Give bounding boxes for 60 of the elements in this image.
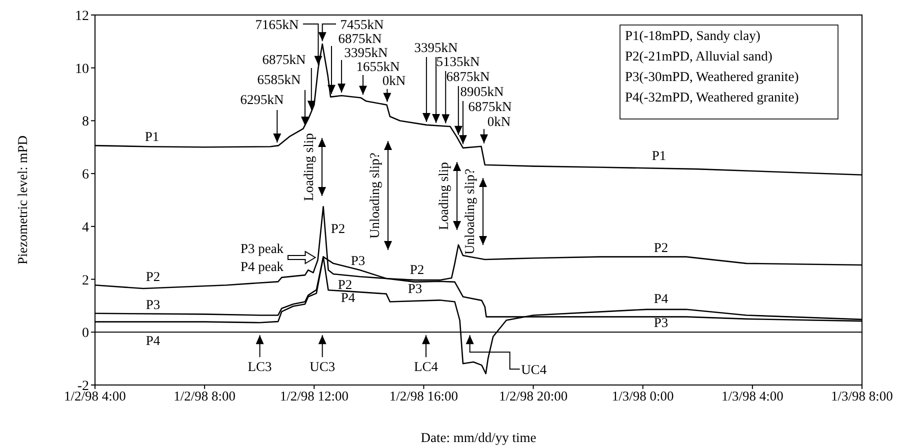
y-tick-label: 8	[82, 114, 89, 130]
x-tick-label: 1/2/98 4:00	[64, 388, 126, 404]
text: P4	[654, 291, 668, 306]
text: P2	[146, 269, 160, 284]
y-axis-title: Piezometric level: mPD	[14, 135, 30, 264]
x-tick-label: 1/3/98 4:00	[721, 388, 784, 404]
annotation: Unloading slip?	[462, 168, 477, 254]
x-tick-label: 1/3/98 8:00	[831, 388, 894, 404]
x-tick-label: 1/2/98 12:00	[280, 388, 349, 404]
annotation: LC4	[414, 359, 438, 374]
annotation: 3395kN	[344, 45, 388, 60]
annotation: UC3	[310, 359, 336, 374]
series-label: P3	[408, 281, 422, 296]
text: P1	[652, 148, 666, 164]
x-tick-label: 1/2/98 20:00	[498, 388, 568, 404]
text: P3	[146, 297, 160, 312]
series-label: P4	[340, 290, 356, 306]
x-tick-label: 1/3/98 0:00	[612, 388, 674, 404]
text: P2	[654, 240, 668, 256]
annotation: 6875kN	[446, 69, 490, 84]
y-tick-label: 0	[82, 326, 89, 342]
x-axis-title: Date: mm/dd/yy time	[420, 430, 536, 445]
annotation: Unloading slip?	[367, 152, 382, 238]
y-tick-label: 10	[75, 62, 89, 77]
text: P3	[654, 315, 668, 330]
annotation: 3395kN	[414, 40, 458, 55]
y-tick-label: 2	[82, 273, 89, 288]
text: P3	[350, 253, 366, 268]
annotation: LC3	[248, 359, 272, 374]
series-label: P2	[338, 277, 352, 292]
annotation: 8905kN	[460, 84, 504, 99]
annotation: 5135kN	[436, 54, 480, 69]
annotation: P2(-21mPD, Alluvial sand)	[625, 48, 772, 64]
y-tick-label: 4	[82, 220, 89, 236]
annotation: 7455kN	[340, 17, 384, 32]
annotation: Loading slip	[436, 162, 451, 230]
text: P2	[410, 262, 424, 278]
text: P2	[330, 221, 346, 236]
x-tick-label: 1/2/98 16:00	[389, 388, 458, 404]
text: P4	[146, 333, 160, 348]
annotation: 0kN	[382, 73, 406, 88]
annotation: Loading slip	[301, 132, 316, 201]
series-label: P1	[144, 129, 160, 144]
annotation: UC4	[521, 362, 547, 378]
annotation: 6875kN	[468, 99, 512, 114]
annotation: 7165kN	[255, 17, 299, 32]
annotation: 0kN	[487, 114, 511, 129]
annotation: P4(-32mPD, Weathered granite)	[625, 90, 799, 104]
annotation: 6585kN	[257, 72, 301, 87]
annotation: P1(-18mPD, Sandy clay)	[625, 28, 760, 43]
annotation: P3(-30mPD, Weathered granite)	[625, 69, 799, 84]
annotation: 6295kN	[240, 92, 284, 107]
y-tick-label: 12	[75, 8, 89, 24]
annotation: 6875kN	[262, 52, 306, 67]
annotation: 6875kN	[338, 31, 382, 46]
annotation: 1655kN	[356, 59, 400, 74]
annotation: P4 peak	[240, 259, 284, 274]
y-tick-label: 6	[82, 168, 89, 183]
annotation: P3 peak	[240, 241, 284, 256]
x-tick-label: 1/2/98 8:00	[174, 388, 236, 404]
